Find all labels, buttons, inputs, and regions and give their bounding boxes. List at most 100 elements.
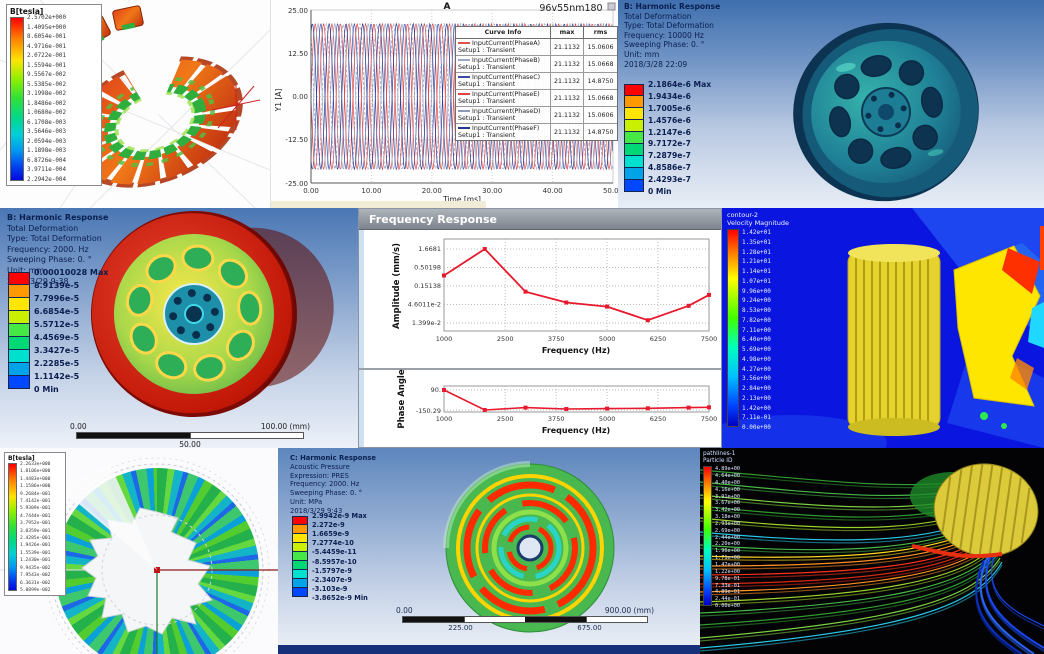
legend-value: 6.40e+00: [742, 336, 771, 344]
curve-swatch-icon: [458, 93, 470, 95]
legend-value: 1.5539e-001: [20, 550, 51, 556]
legend-value: 8.53e+00: [742, 307, 771, 314]
color-band: [292, 561, 308, 570]
amp-y-tick: 0.15138: [414, 282, 441, 290]
colorbar: [8, 272, 30, 394]
particle-id-legend: pathlines-1 Particle ID 4.89e+00 4.64e+00…: [703, 451, 740, 609]
plot-pin-icon[interactable]: [607, 2, 616, 11]
legend-value: -8.5957e-10: [312, 557, 357, 566]
legend-value: 3.7952e-001: [20, 521, 51, 527]
legend-value: 1.2430e-001: [20, 558, 51, 564]
legend-value: 7.4142e-001: [20, 499, 51, 505]
ruler-q1: 225.00: [448, 624, 473, 632]
colorbar: [10, 17, 24, 181]
amp-y-tick: 1.399e-2: [412, 319, 441, 327]
window-left-margin: [359, 230, 364, 447]
ruler-bar: [76, 432, 304, 439]
legend-value: 1.2147e-6: [648, 127, 691, 137]
color-band: [292, 588, 308, 597]
colorbar: [703, 466, 712, 607]
legend-value: 9.2684e-001: [20, 491, 51, 497]
y-tick: -12.50: [285, 136, 308, 144]
legend-value: 0 Min: [648, 186, 672, 196]
ruler-min: 0.00: [396, 606, 413, 615]
color-band: [8, 376, 30, 389]
phase-curve: [442, 388, 711, 412]
amp-x-tick: 7500: [701, 335, 718, 343]
curve-swatch-icon: [458, 110, 470, 112]
amp-y-tick: 1.6681: [418, 245, 441, 253]
table-header: Curve Info max rms: [456, 27, 617, 39]
curve-info-row: InputCurrent(PhaseC) Setup1 : Transient 21…: [456, 73, 617, 90]
legend-value: 3.1998e-002: [27, 91, 67, 98]
rotor-field-overlay: [0, 457, 278, 654]
y-tick: 12.50: [288, 50, 308, 58]
legend-values: 2.2633e+000 1.8106e+000 1.4483e+000 1.1586e…: [20, 462, 50, 593]
legend-value: 7.82e+00: [742, 316, 771, 324]
legend-value: 4.8586e-7: [648, 163, 691, 173]
legend-value: -1.5797e-9: [312, 566, 352, 575]
legend-value: 8.9139e-5: [34, 281, 80, 290]
panel-torus-field: B[tesla] 2.5702e+000 1.4095e+000 8.6054e-0…: [0, 0, 270, 208]
color-band: [624, 156, 644, 168]
amp-x-tick: 6250: [650, 335, 667, 343]
color-band: [292, 534, 308, 543]
panel-current-plot: 25.00 12.50 0.00 -12.50 -25.00 0.00 10.0…: [270, 0, 618, 208]
color-band: [624, 84, 644, 96]
color-band: [624, 96, 644, 108]
amp-y-label: Amplitude (mm/s): [392, 243, 402, 329]
color-band: [292, 525, 308, 534]
deformation-legend: 2.1864e-6 Max 1.9434e-6 1.7005e-6 1.4576e-6…: [624, 80, 711, 196]
legend-value: 2.0722e-001: [27, 53, 67, 60]
frequency-response-window: Frequency Response 1.6681 0.50198 0.1513…: [358, 208, 722, 448]
legend-value: 1.5594e-001: [27, 62, 67, 69]
legend-value: 4.40e+00: [715, 479, 740, 486]
result-info-block: B: Harmonic Response Total Deformation Typ…: [624, 2, 720, 69]
legend-value: 4.89e+00: [715, 466, 740, 473]
legend-value: 2.69e+00: [715, 527, 740, 534]
y-tick: -25.00: [285, 180, 308, 188]
legend-value: 2.2633e+000: [20, 462, 51, 467]
color-band: [292, 552, 308, 561]
color-band: [624, 108, 644, 120]
legend-value: 6.8726e-004: [27, 157, 67, 164]
colorbar: [624, 84, 644, 196]
legend-values: 1.42e+01 1.35e+01 1.28e+01 1.21e+01 1.14e+01…: [742, 229, 771, 431]
scale-ruler: 0.00 100.00 (mm) 50.00: [70, 422, 310, 448]
window-titlebar[interactable]: Frequency Response: [359, 209, 721, 230]
legend-value: 1.7005e-6: [648, 103, 691, 113]
amp-x-tick: 5000: [599, 335, 616, 343]
info-line: 2018/3/29 9:38: [7, 276, 69, 286]
legend-value: 7.9543e-002: [20, 573, 51, 579]
legend-value: 3.18e+00: [715, 514, 740, 521]
legend-value: -3.8652e-9 Min: [312, 593, 368, 602]
color-band: [8, 324, 30, 337]
color-band: [292, 579, 308, 588]
legend-value: 1.35e+01: [742, 238, 771, 246]
panel-acoustic-pressure: C: Harmonic Response Acoustic Pressure Exp…: [278, 448, 700, 654]
y-tick: 25.00: [288, 7, 308, 15]
legend-value: 5.0899e-002: [20, 587, 51, 593]
info-line: Sweeping Phase: 0. °: [624, 40, 705, 50]
info-line: Sweeping Phase: 0. °: [7, 255, 92, 265]
velocity-legend: contour-2 Velocity Magnitude 1.42e+01 1.3…: [727, 211, 789, 431]
plot-corner-label: A: [444, 2, 451, 12]
legend-value: 4.4569e-5: [34, 333, 80, 342]
legend-value: 1.71e+00: [715, 555, 740, 562]
legend-value: 1.28e+01: [742, 248, 771, 256]
legend-value: 1.1898e-003: [27, 148, 67, 155]
info-line: Unit: mm: [624, 49, 660, 59]
coordinate-axes-icon: [211, 84, 261, 130]
curve-info-row: InputCurrent(PhaseE) Setup1 : Transient 21…: [456, 90, 617, 107]
legend-value: 9.78e-01: [715, 575, 740, 582]
legend-value: 7.33e-01: [715, 582, 740, 589]
info-line: Frequency: 2000. Hz: [7, 244, 89, 254]
legend-value: 9.7172e-7: [648, 139, 691, 149]
curve-info-row: InputCurrent(PhaseF) Setup1 : Transient 21…: [458, 124, 614, 140]
legend-value: 8.6054e-001: [27, 34, 67, 41]
legend-value: 1.14e+01: [742, 268, 771, 275]
legend-value: 3.5646e-003: [27, 129, 67, 136]
info-line: C: Harmonic Response: [290, 454, 376, 462]
amp-x-label: Frequency (Hz): [542, 346, 610, 355]
color-band: [624, 180, 644, 192]
